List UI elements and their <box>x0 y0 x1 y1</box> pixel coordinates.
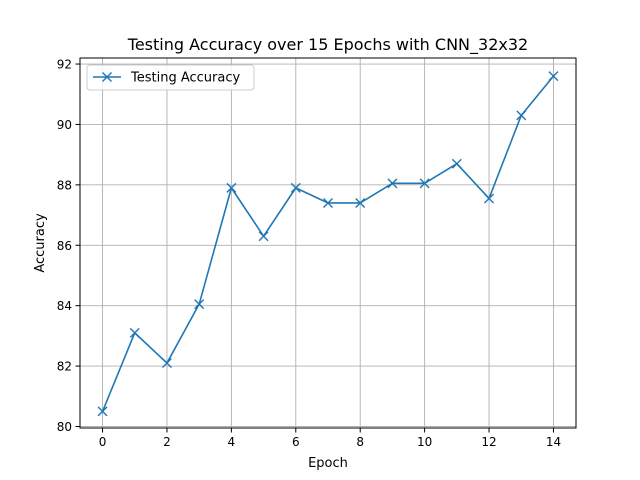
x-tick-label: 12 <box>481 435 496 449</box>
y-tick-label: 90 <box>57 118 72 132</box>
axis-ticks: 0 2 4 6 8 10 12 14 80 82 84 86 88 90 92 <box>57 58 561 449</box>
y-tick-label: 86 <box>57 239 72 253</box>
legend-box <box>86 64 255 91</box>
x-tick-label: 2 <box>163 435 171 449</box>
x-axis-label: Epoch <box>308 456 348 471</box>
data-point <box>419 178 430 189</box>
data-point <box>129 327 140 338</box>
data-point <box>194 299 205 310</box>
y-tick-label: 92 <box>57 58 72 72</box>
y-tick-label: 82 <box>57 360 72 374</box>
data-point <box>161 358 172 369</box>
x-tick-label: 0 <box>99 435 107 449</box>
x-tick-label: 14 <box>546 435 561 449</box>
grid <box>80 58 576 428</box>
chart-title: Testing Accuracy over 15 Epochs with CNN… <box>127 35 528 55</box>
data-point <box>323 197 333 208</box>
x-tick-label: 8 <box>356 435 364 449</box>
data-point <box>516 110 527 121</box>
data-point <box>97 406 108 417</box>
data-point <box>290 182 301 193</box>
y-tick-label: 80 <box>57 420 72 434</box>
data-point <box>451 158 462 169</box>
x-tick-label: 6 <box>292 435 300 449</box>
y-axis-label: Accuracy <box>33 213 48 273</box>
data-point <box>258 231 269 242</box>
legend-label: Testing Accuracy <box>130 71 240 86</box>
x-tick-label: 4 <box>228 435 236 449</box>
data-point <box>387 178 398 189</box>
series-area <box>97 71 559 417</box>
y-tick-label: 88 <box>57 178 72 192</box>
series-line <box>101 75 555 413</box>
plot-frame <box>79 57 577 429</box>
y-tick-label: 84 <box>57 299 72 313</box>
legend: Testing Accuracy <box>86 64 255 91</box>
data-point <box>484 193 495 204</box>
data-point <box>355 197 366 208</box>
data-point <box>548 71 559 82</box>
legend-marker-swatch <box>102 72 112 82</box>
data-point <box>226 182 237 193</box>
legend-x-marker <box>102 72 112 82</box>
x-tick-label: 10 <box>417 435 432 449</box>
